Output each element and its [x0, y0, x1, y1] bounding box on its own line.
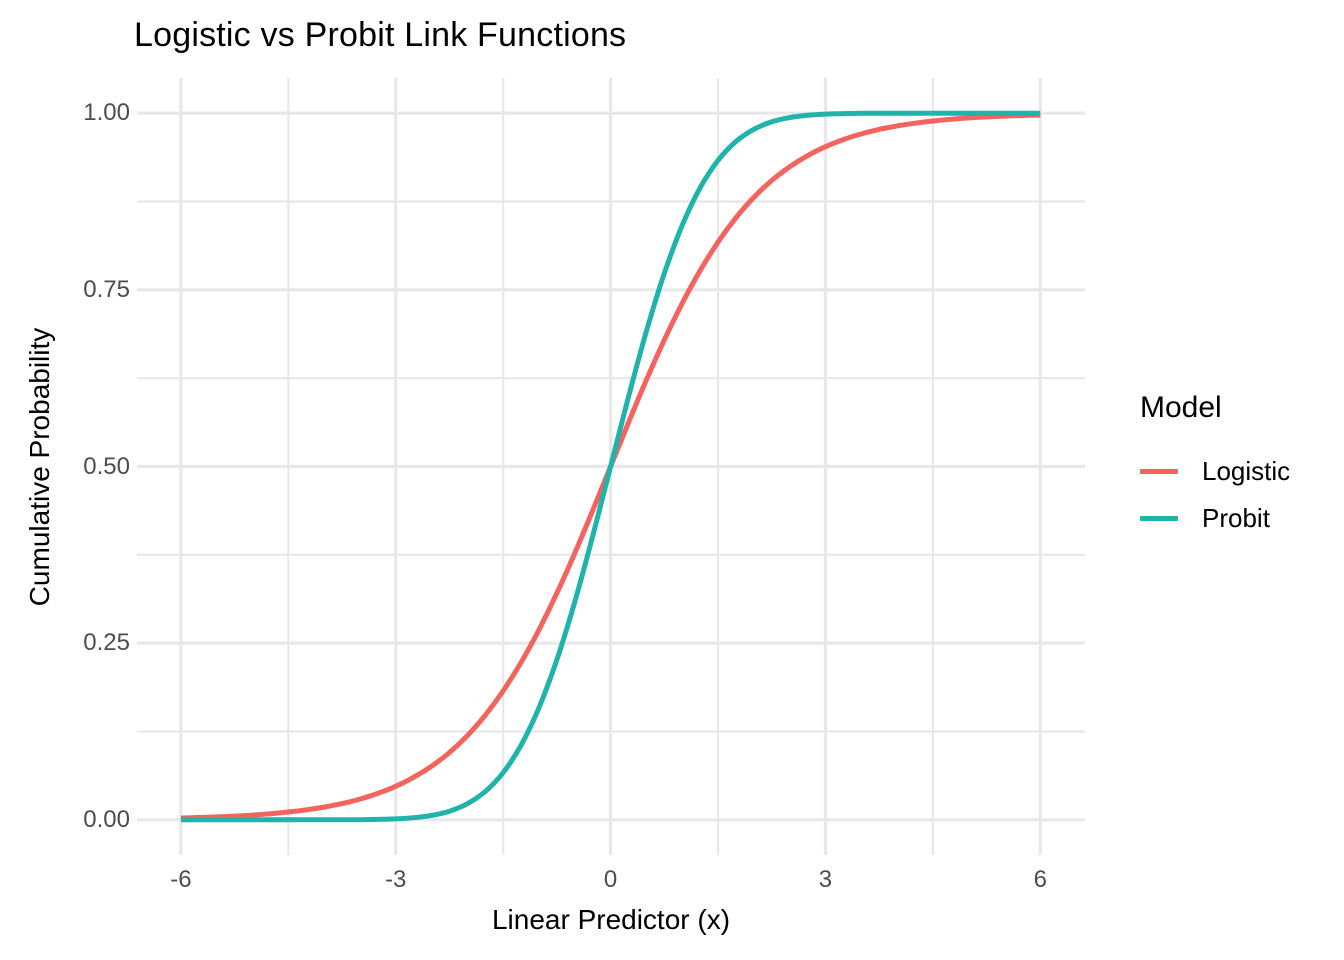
x-tick-label: -6 — [170, 866, 192, 893]
chart-title: Logistic vs Probit Link Functions — [134, 16, 627, 54]
legend-item-probit: Probit — [1140, 495, 1340, 542]
y-tick-label: 0.75 — [83, 275, 130, 303]
legend-title: Model — [1140, 391, 1222, 424]
y-tick-label: 1.00 — [83, 99, 130, 127]
y-tick-label: 0.50 — [83, 452, 130, 480]
legend-label: Probit — [1202, 503, 1270, 533]
x-axis-title: Linear Predictor (x) — [491, 904, 731, 935]
y-tick-label: 0.00 — [83, 805, 130, 833]
probit-curve — [180, 110, 1041, 823]
legend-key-probit-line-icon — [1140, 516, 1178, 521]
x-tick-label: 3 — [818, 866, 833, 893]
legend: Model Logistic Probit — [1140, 390, 1340, 542]
legend-item-logistic: Logistic — [1140, 448, 1340, 495]
legend-items: Logistic Probit — [1140, 448, 1340, 542]
legend-key-logistic-line-icon — [1140, 469, 1178, 474]
x-tick-label: -3 — [385, 866, 407, 893]
y-tick-label: 0.25 — [83, 629, 130, 657]
x-tick-label: 0 — [603, 866, 618, 893]
x-tick-label: 6 — [1033, 866, 1047, 893]
legend-label: Logistic — [1202, 456, 1291, 486]
